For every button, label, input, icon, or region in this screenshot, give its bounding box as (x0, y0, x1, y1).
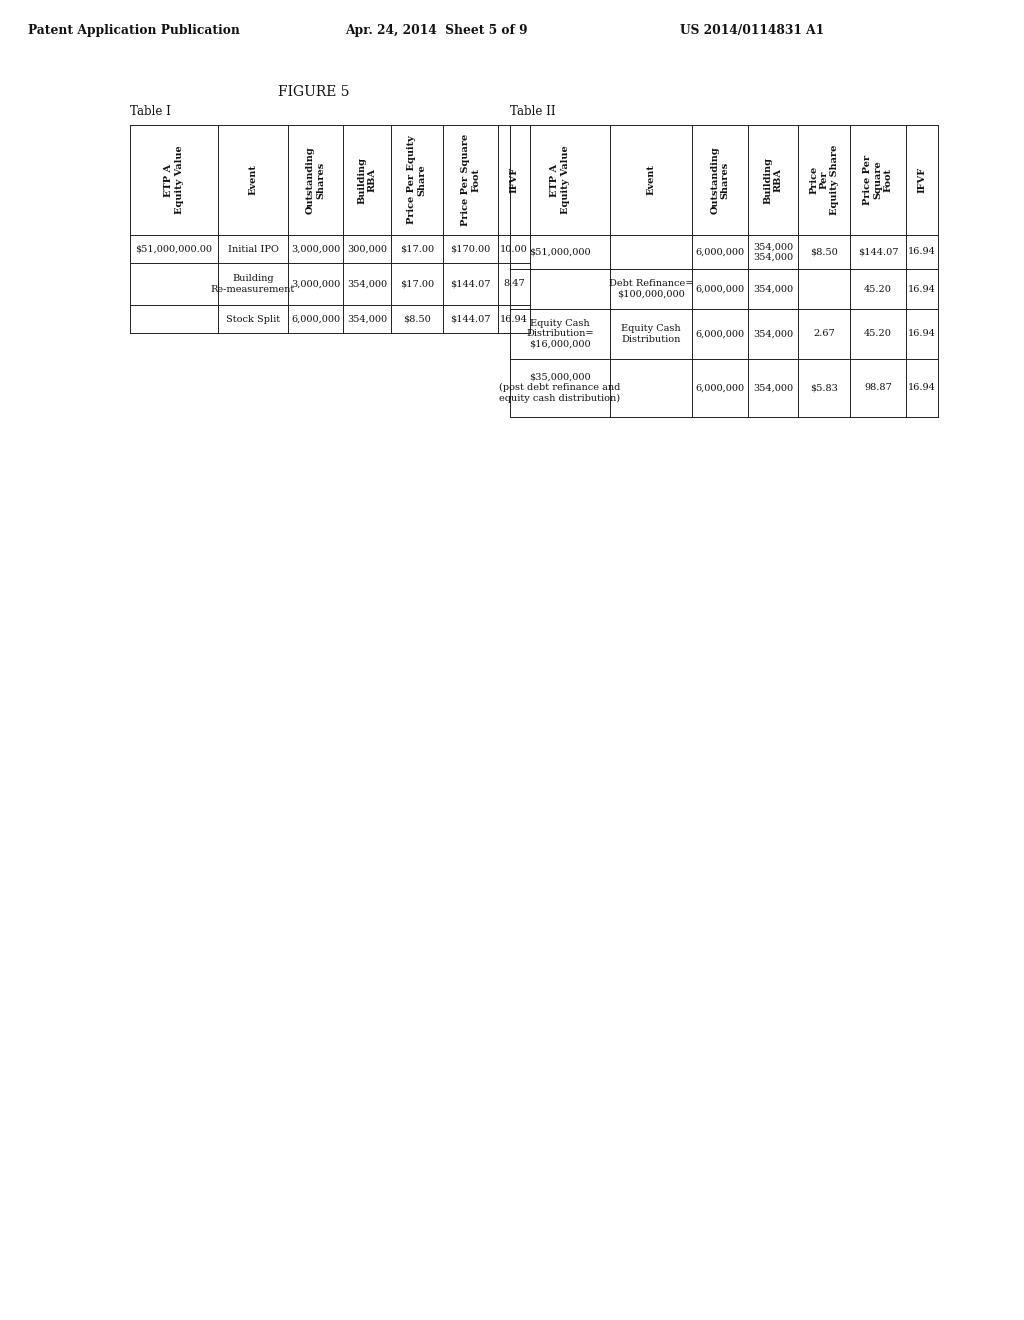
Text: 16.94: 16.94 (908, 330, 936, 338)
Text: 98.87: 98.87 (864, 384, 892, 392)
Text: US 2014/0114831 A1: US 2014/0114831 A1 (680, 24, 824, 37)
Text: FIGURE 5: FIGURE 5 (278, 84, 349, 99)
Text: Price Per Equity
Share: Price Per Equity Share (408, 136, 427, 224)
Text: ETP A
Equity Value: ETP A Equity Value (550, 145, 569, 214)
Text: Outstanding
Shares: Outstanding Shares (306, 147, 326, 214)
Text: 354,000: 354,000 (347, 314, 387, 323)
Text: Equity Cash
Distribution=
$16,000,000: Equity Cash Distribution= $16,000,000 (526, 319, 594, 348)
Text: Outstanding
Shares: Outstanding Shares (711, 147, 730, 214)
Text: 16.94: 16.94 (908, 384, 936, 392)
Text: $51,000,000: $51,000,000 (529, 248, 591, 256)
Text: $144.07: $144.07 (451, 314, 490, 323)
Text: ETP A
Equity Value: ETP A Equity Value (164, 145, 183, 214)
Text: 6,000,000: 6,000,000 (695, 330, 744, 338)
Text: 2.67: 2.67 (813, 330, 835, 338)
Text: 3,000,000: 3,000,000 (291, 244, 340, 253)
Text: Debt Refinance=
$100,000,000: Debt Refinance= $100,000,000 (609, 280, 693, 298)
Text: 354,000: 354,000 (347, 280, 387, 289)
Text: Initial IPO: Initial IPO (227, 244, 279, 253)
Text: 6,000,000: 6,000,000 (695, 248, 744, 256)
Text: 354,000: 354,000 (753, 330, 793, 338)
Text: $144.07: $144.07 (451, 280, 490, 289)
Text: 354,000: 354,000 (753, 384, 793, 392)
Text: $35,000,000
(post debt refinance and
equity cash distribution): $35,000,000 (post debt refinance and equ… (500, 374, 621, 403)
Text: 354,000: 354,000 (753, 285, 793, 293)
Text: Price Per Square
Foot: Price Per Square Foot (461, 133, 480, 226)
Text: IFVF: IFVF (918, 166, 927, 193)
Text: 3,000,000: 3,000,000 (291, 280, 340, 289)
Text: Event: Event (646, 165, 655, 195)
Text: $17.00: $17.00 (400, 280, 434, 289)
Text: 354,000
354,000: 354,000 354,000 (753, 243, 793, 261)
Text: 45.20: 45.20 (864, 330, 892, 338)
Text: 300,000: 300,000 (347, 244, 387, 253)
Text: $51,000,000.00: $51,000,000.00 (135, 244, 213, 253)
Text: Price Per
Square
Foot: Price Per Square Foot (863, 154, 893, 205)
Text: Patent Application Publication: Patent Application Publication (28, 24, 240, 37)
Text: Table II: Table II (510, 106, 556, 117)
Text: Building
RBA: Building RBA (357, 157, 377, 203)
Text: 6,000,000: 6,000,000 (291, 314, 340, 323)
Text: Building
RBA: Building RBA (763, 157, 782, 203)
Text: 8.47: 8.47 (503, 280, 525, 289)
Text: $170.00: $170.00 (451, 244, 490, 253)
Text: 16.94: 16.94 (908, 248, 936, 256)
Text: Event: Event (249, 165, 257, 195)
Text: Building
Re-measurement: Building Re-measurement (211, 275, 295, 294)
Text: Stock Split: Stock Split (226, 314, 280, 323)
Text: Table I: Table I (130, 106, 171, 117)
Text: 10.00: 10.00 (500, 244, 528, 253)
Text: Equity Cash
Distribution: Equity Cash Distribution (622, 325, 681, 343)
Text: 16.94: 16.94 (500, 314, 528, 323)
Text: $8.50: $8.50 (810, 248, 838, 256)
Text: Price
Per
Equity Share: Price Per Equity Share (809, 145, 839, 215)
Text: 6,000,000: 6,000,000 (695, 285, 744, 293)
Text: Apr. 24, 2014  Sheet 5 of 9: Apr. 24, 2014 Sheet 5 of 9 (345, 24, 527, 37)
Text: $5.83: $5.83 (810, 384, 838, 392)
Text: 45.20: 45.20 (864, 285, 892, 293)
Text: $8.50: $8.50 (403, 314, 431, 323)
Text: $17.00: $17.00 (400, 244, 434, 253)
Text: IFVF: IFVF (510, 166, 518, 193)
Text: 16.94: 16.94 (908, 285, 936, 293)
Text: 6,000,000: 6,000,000 (695, 384, 744, 392)
Text: $144.07: $144.07 (858, 248, 898, 256)
